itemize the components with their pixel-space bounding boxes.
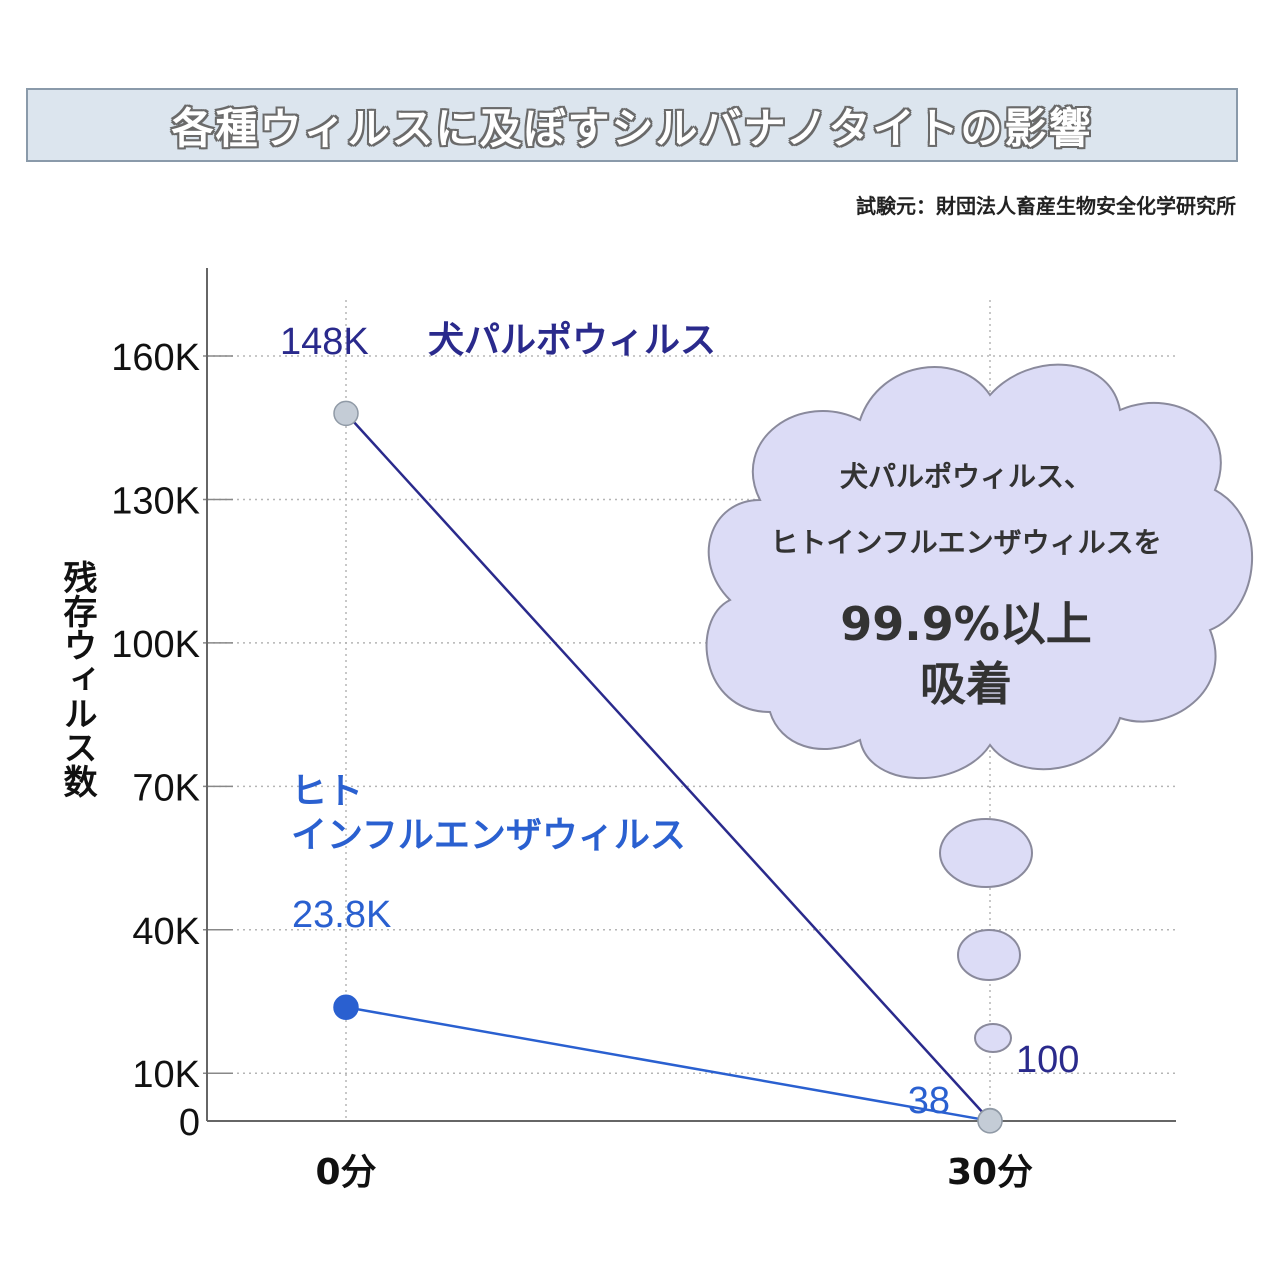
series-name-label: インフルエンザウィルス <box>291 815 686 856</box>
series-line <box>345 1005 991 1123</box>
data-label: 23.8K <box>292 894 391 936</box>
x-tick-label: 0分 <box>315 1152 376 1193</box>
y-tick-label: 40K <box>132 911 200 953</box>
series-line <box>345 412 991 1122</box>
y-tick-label: 160K <box>111 337 200 379</box>
callout-line-4: 吸着 <box>920 657 1012 711</box>
y-tick-label: 100K <box>111 624 200 666</box>
callout-line-3: 99.9%以上 <box>840 597 1092 651</box>
thought-bubble-medium <box>957 929 1021 981</box>
data-label: 38 <box>908 1080 950 1122</box>
source-note: 試験元：財団法人畜産生物安全化学研究所 <box>856 194 1236 218</box>
x-tick-label: 30分 <box>947 1152 1033 1193</box>
data-label: 148K <box>280 321 369 363</box>
data-point <box>333 994 359 1020</box>
thought-bubble-small <box>974 1023 1012 1053</box>
title-banner: 各種ウィルスに及ぼすシルバナノタイトの影響 <box>26 88 1238 162</box>
thought-bubble-large <box>939 818 1033 888</box>
callout-line-1: 犬パルポウィルス、 <box>840 460 1092 493</box>
data-point <box>977 1108 1003 1134</box>
data-label: 100 <box>1016 1039 1079 1081</box>
thought-cloud <box>705 363 1254 780</box>
y-tick-label: 70K <box>132 767 200 809</box>
series-name-label: 犬パルポウィルス <box>428 319 716 361</box>
y-tick-label: 130K <box>111 480 200 522</box>
y-tick-label: 10K <box>132 1054 200 1096</box>
callout-line-2: ヒトインフルエンザウィルスを <box>770 526 1161 559</box>
data-point <box>333 400 359 427</box>
y-tick-label: 0 <box>179 1102 200 1144</box>
series-name-label: ヒト <box>291 771 363 812</box>
chart-title: 各種ウィルスに及ぼすシルバナノタイトの影響 <box>171 103 1093 153</box>
y-axis-label: 残存ウィルス数 <box>57 560 97 798</box>
